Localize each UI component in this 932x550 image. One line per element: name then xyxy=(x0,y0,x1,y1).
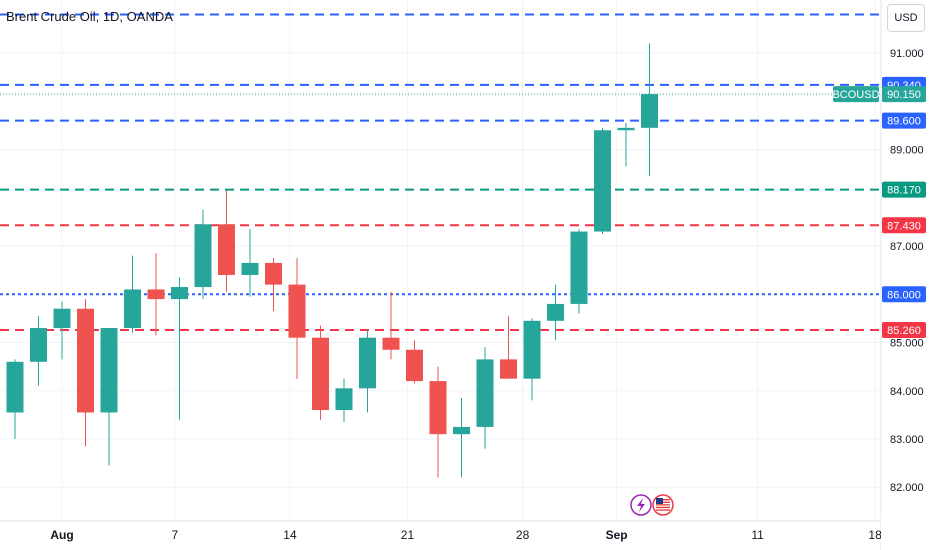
candle-down xyxy=(218,190,235,292)
candle-up xyxy=(359,330,376,413)
candle-up xyxy=(641,43,658,177)
svg-text:89.600: 89.600 xyxy=(887,116,921,128)
candle-body xyxy=(77,308,94,413)
candle-up xyxy=(594,127,611,234)
time-tick-label: 11 xyxy=(751,528,764,542)
svg-text:85.260: 85.260 xyxy=(887,325,921,337)
candle-body xyxy=(406,349,423,382)
candle-up xyxy=(194,209,212,300)
candle-body xyxy=(429,381,447,435)
candles xyxy=(6,43,658,478)
event-markers[interactable] xyxy=(630,494,674,516)
candle-up xyxy=(335,378,353,423)
candle-up xyxy=(523,318,541,401)
price-tick-label: 83.000 xyxy=(890,434,924,446)
price-tick-label: 87.000 xyxy=(890,241,924,253)
candle-up xyxy=(476,347,494,449)
candle-down xyxy=(147,253,165,336)
candle-body xyxy=(382,337,400,350)
candle-body xyxy=(100,328,118,413)
time-tick-label: 14 xyxy=(283,528,297,542)
candle-body xyxy=(335,388,353,411)
svg-text:87.430: 87.430 xyxy=(887,220,921,232)
candle-body xyxy=(265,262,282,285)
candle-body xyxy=(617,127,635,131)
current-price-tag: 90.150 xyxy=(882,86,926,103)
candle-down xyxy=(265,258,282,312)
price-tick-label: 84.000 xyxy=(890,386,924,398)
candle-up xyxy=(124,255,141,333)
candle-body xyxy=(241,262,259,275)
candle-down xyxy=(382,291,400,360)
candle-body xyxy=(523,320,541,379)
time-tick-label: 7 xyxy=(171,528,178,542)
horizontal-levels[interactable] xyxy=(0,13,881,331)
candle-body xyxy=(288,284,306,338)
price-tick-label: 82.000 xyxy=(890,482,924,494)
candle-body xyxy=(359,337,376,389)
candle-up xyxy=(53,301,71,360)
candle-body xyxy=(312,337,329,411)
candle-body xyxy=(147,289,165,300)
currency-button[interactable]: USD xyxy=(887,4,925,32)
symbol-tag: BCOUSD xyxy=(832,86,880,103)
svg-text:90.150: 90.150 xyxy=(887,89,921,101)
scale-corner[interactable] xyxy=(881,513,932,550)
svg-text:88.170: 88.170 xyxy=(887,185,921,197)
candle-down xyxy=(312,325,329,420)
candle-down xyxy=(77,299,94,447)
lightning-icon[interactable] xyxy=(630,494,652,516)
candle-up xyxy=(100,328,118,466)
candle-body xyxy=(6,361,24,413)
candle-body xyxy=(53,308,71,329)
candle-body xyxy=(124,289,141,329)
candle-up xyxy=(171,277,188,420)
svg-text:BCOUSD: BCOUSD xyxy=(832,89,879,101)
candle-down xyxy=(406,340,423,384)
price-tick-label: 85.000 xyxy=(890,338,924,350)
price-tick-label: 89.000 xyxy=(890,145,924,157)
candle-body xyxy=(570,231,588,304)
candle-body xyxy=(500,359,517,379)
price-scale[interactable]: 82.000 83.000 84.000 85.000 87.000 89.000 91.0… xyxy=(890,48,924,494)
level-price-tag: 89.600 xyxy=(882,112,926,129)
candle-up xyxy=(30,315,47,386)
candle-up xyxy=(241,229,259,297)
candle-down xyxy=(288,258,306,379)
candle-body xyxy=(547,303,564,321)
candle-body xyxy=(194,224,212,288)
candle-body xyxy=(218,224,235,275)
candle-up xyxy=(570,229,588,314)
candle-body xyxy=(453,426,470,435)
candle-down xyxy=(500,315,517,379)
time-tick-label: Sep xyxy=(606,528,628,542)
candle-up xyxy=(617,123,635,167)
level-price-tag: 87.430 xyxy=(882,217,926,234)
time-tick-label: 21 xyxy=(401,528,415,542)
candle-up xyxy=(453,397,470,478)
chart-title: Brent Crude Oil, 1D, OANDA xyxy=(6,9,173,24)
level-price-tag: 85.260 xyxy=(882,321,926,338)
time-tick-label: Aug xyxy=(50,528,73,542)
time-tick-label: 18 xyxy=(868,528,882,542)
candle-body xyxy=(641,94,658,128)
time-scale[interactable]: Aug 7 14 21 28 Sep 11 18 xyxy=(50,528,882,542)
candle-body xyxy=(171,287,188,300)
candle-up xyxy=(6,359,24,439)
candle-body xyxy=(476,359,494,427)
candle-body xyxy=(30,328,47,362)
level-price-tag: 88.170 xyxy=(882,181,926,198)
level-price-tag: 86.000 xyxy=(882,286,926,303)
grid-lines xyxy=(0,0,881,521)
candle-down xyxy=(429,366,447,478)
svg-text:86.000: 86.000 xyxy=(887,289,921,301)
time-tick-label: 28 xyxy=(516,528,530,542)
us-flag-icon[interactable] xyxy=(652,494,674,516)
price-tick-label: 91.000 xyxy=(890,48,924,60)
candle-body xyxy=(594,130,611,232)
price-tags: 90.34089.60088.17087.43086.00085.260BCOU… xyxy=(832,76,926,338)
candle-up xyxy=(547,284,564,341)
